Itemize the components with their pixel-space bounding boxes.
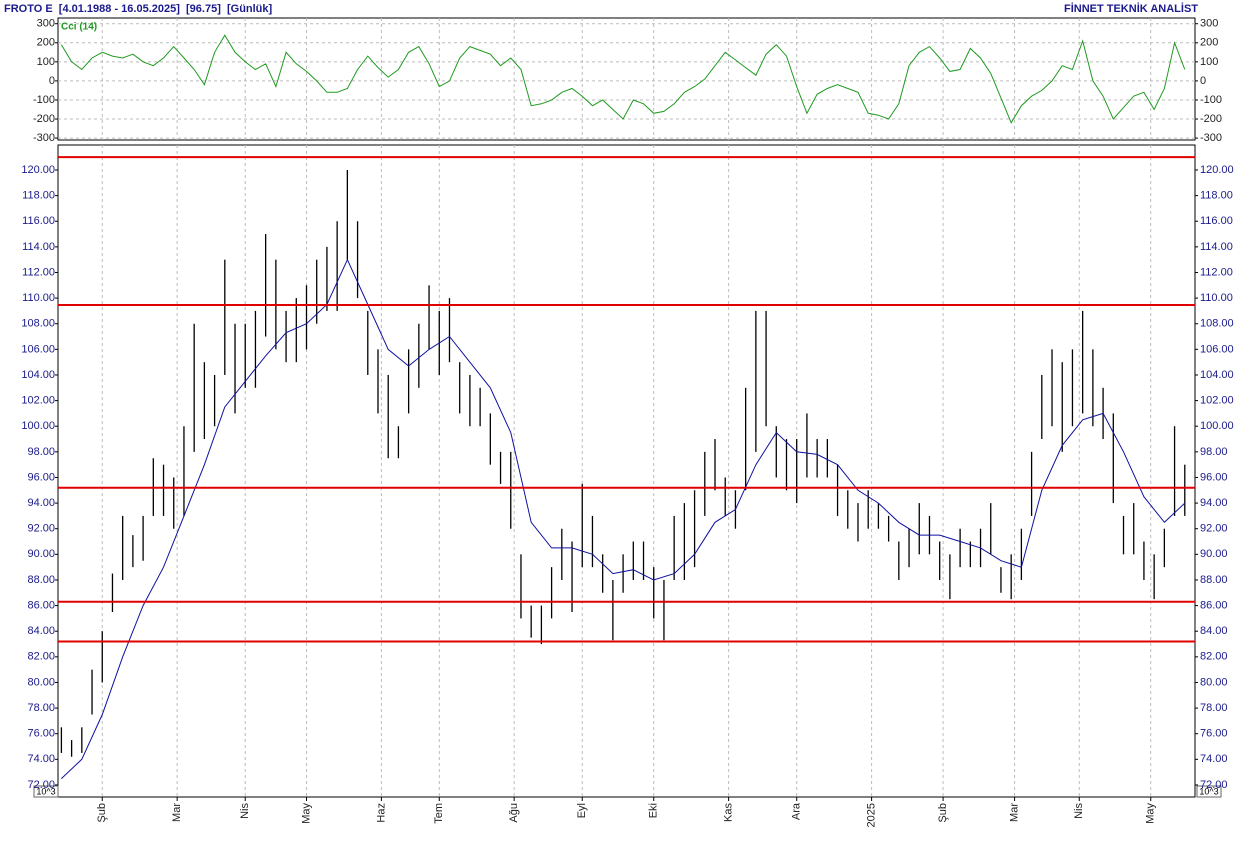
- y-tick-label: 120.00: [1200, 164, 1234, 176]
- y-tick-label: 90.00: [27, 548, 55, 560]
- y-tick-label: 92.00: [27, 523, 55, 535]
- unit-box: [33, 785, 59, 798]
- unit-box: [1196, 785, 1222, 798]
- y-tick-label: 86.00: [1200, 599, 1228, 611]
- x-tick-label: Şub: [937, 803, 949, 823]
- y-tick-label: 100.00: [1200, 420, 1234, 432]
- y-tick-label: 300: [1200, 18, 1218, 30]
- legend-label: Cci (14): [61, 22, 97, 33]
- y-tick-label: 84.00: [1200, 625, 1228, 637]
- cci-frame: [57, 17, 1196, 141]
- y-tick-label: 118.00: [1200, 190, 1233, 202]
- y-tick-label: -300: [1200, 132, 1222, 144]
- y-tick-label: 114.00: [22, 241, 55, 253]
- y-tick-label: 114.00: [1200, 241, 1233, 253]
- y-tick-label: 110.00: [1200, 292, 1233, 304]
- y-tick-label: -300: [33, 132, 55, 144]
- y-tick-label: 120.00: [21, 164, 55, 176]
- y-tick-label: 76.00: [27, 728, 55, 740]
- y-tick-label: 96.00: [27, 471, 55, 483]
- price-frame: [57, 144, 1196, 798]
- y-tick-label: -100: [33, 94, 55, 106]
- y-tick-label: 118.00: [22, 190, 55, 202]
- y-tick-label: 82.00: [1200, 651, 1228, 663]
- y-tick-label: 72.00: [1200, 779, 1228, 791]
- y-tick-label: 82.00: [27, 651, 55, 663]
- y-tick-label: 88.00: [1200, 574, 1228, 586]
- y-tick-label: 300: [37, 18, 55, 30]
- y-tick-label: 112.00: [22, 266, 55, 278]
- y-tick-label: 90.00: [1200, 548, 1228, 560]
- y-tick-label: 78.00: [1200, 702, 1228, 714]
- y-tick-label: 98.00: [1200, 446, 1228, 458]
- x-tick-label: Ağu: [508, 803, 520, 823]
- x-tick-label: Eyl: [576, 803, 588, 818]
- header-right: FİNNET TEKNİK ANALİST: [1064, 2, 1198, 15]
- x-tick-label: Kas: [723, 803, 735, 822]
- y-tick-label: 108.00: [1200, 318, 1234, 330]
- y-tick-label: 74.00: [1200, 753, 1228, 765]
- unit-label: 10^3: [1199, 786, 1218, 796]
- y-tick-label: 80.00: [1200, 676, 1228, 688]
- x-tick-label: May: [1145, 803, 1157, 824]
- x-tick-label: Haz: [375, 803, 387, 823]
- cci-line: [60, 34, 1186, 124]
- x-tick-label: Ara: [791, 802, 803, 820]
- moving-average: [61, 258, 1186, 779]
- y-tick-label: 0: [1200, 75, 1206, 87]
- y-tick-label: 102.00: [1200, 395, 1234, 407]
- y-tick-label: 200: [37, 37, 55, 49]
- x-tick-label: Tem: [433, 803, 445, 824]
- y-tick-label: 80.00: [27, 676, 55, 688]
- x-tick-label: Eki: [648, 803, 660, 818]
- y-tick-label: 112.00: [1200, 266, 1233, 278]
- y-tick-label: 96.00: [1200, 471, 1228, 483]
- unit-label: 10^3: [36, 786, 55, 796]
- x-tick-label: Şub: [96, 803, 108, 823]
- y-tick-label: 0: [49, 75, 55, 87]
- y-tick-label: 100.00: [21, 420, 55, 432]
- y-tick-label: 106.00: [1200, 343, 1234, 355]
- y-tick-label: 108.00: [21, 318, 55, 330]
- y-tick-label: 92.00: [1200, 523, 1228, 535]
- y-tick-label: 106.00: [21, 343, 55, 355]
- y-tick-label: 104.00: [21, 369, 55, 381]
- y-tick-label: 74.00: [27, 753, 55, 765]
- y-tick-label: -200: [1200, 113, 1222, 125]
- x-tick-label: Nis: [1073, 803, 1085, 819]
- y-tick-label: 100: [37, 56, 55, 68]
- y-tick-label: 72.00: [27, 779, 55, 791]
- y-tick-label: 116.00: [22, 215, 55, 227]
- y-tick-label: 86.00: [27, 599, 55, 611]
- y-tick-label: 100: [1200, 56, 1218, 68]
- y-tick-label: 84.00: [27, 625, 55, 637]
- x-tick-label: Mar: [171, 803, 183, 822]
- y-tick-label: 200: [1200, 37, 1218, 49]
- x-tick-label: Nis: [239, 803, 251, 819]
- y-tick-label: 76.00: [1200, 728, 1228, 740]
- y-tick-label: 94.00: [27, 497, 55, 509]
- y-tick-label: 94.00: [1200, 497, 1228, 509]
- x-tick-label: Mar: [1008, 803, 1020, 822]
- y-tick-label: 110.00: [22, 292, 55, 304]
- y-tick-label: -100: [1200, 94, 1222, 106]
- y-tick-label: 88.00: [27, 574, 55, 586]
- y-tick-label: 102.00: [21, 395, 55, 407]
- y-tick-label: 116.00: [1200, 215, 1233, 227]
- header-left: FROTO E [4.01.1988 - 16.05.2025] [96.75]…: [4, 3, 273, 15]
- y-tick-label: 104.00: [1200, 369, 1234, 381]
- x-tick-label: May: [300, 803, 312, 824]
- y-tick-label: -200: [33, 113, 55, 125]
- y-tick-label: 78.00: [27, 702, 55, 714]
- y-tick-label: 98.00: [27, 446, 55, 458]
- x-tick-label: 2025: [866, 803, 878, 827]
